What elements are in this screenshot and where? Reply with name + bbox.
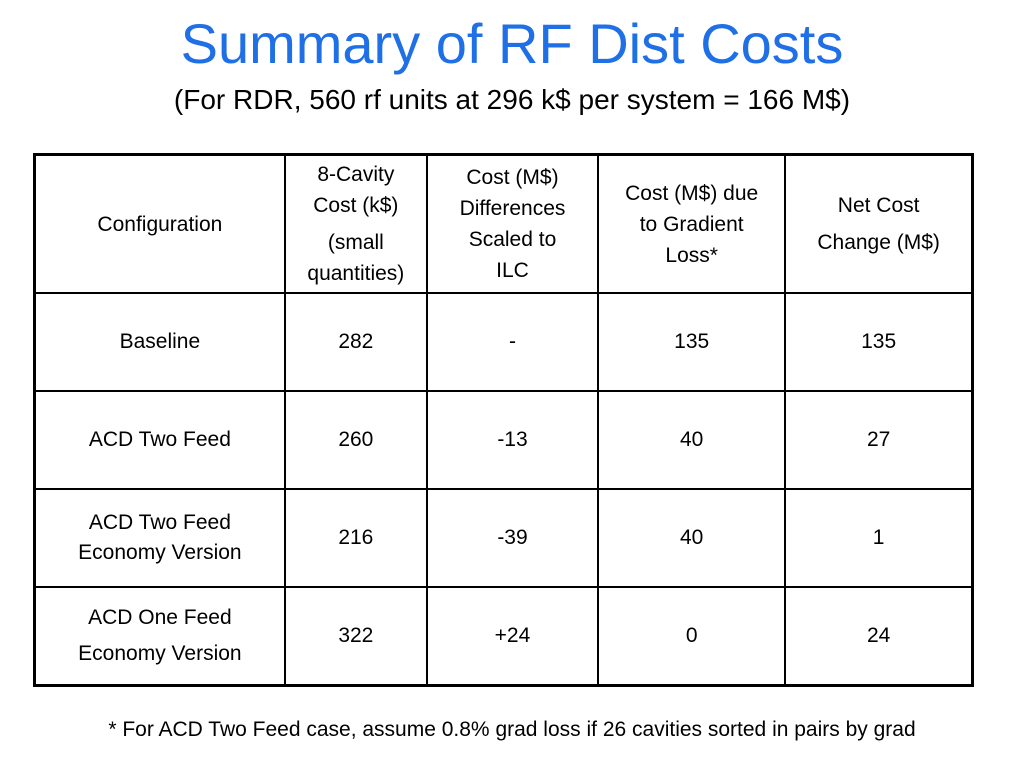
slide-subtitle: (For RDR, 560 rf units at 296 k$ per sys… (173, 84, 851, 115)
header-gradient-line3: Loss* (665, 243, 718, 267)
configuration-line1: Baseline (119, 330, 201, 353)
header-cavity-cost-line3: (small (327, 231, 384, 254)
table-row: ACD One Feed Economy Version 322 +24 0 2… (33, 586, 974, 687)
header-gradient-line2: to Gradient (639, 212, 744, 236)
cell-configuration: ACD Two Feed (33, 390, 286, 490)
cell-differences: -13 (425, 390, 600, 490)
cell-differences: - (425, 292, 600, 392)
table-row: ACD Two Feed Economy Version 216 -39 40 … (33, 488, 974, 588)
header-gradient-line1: Cost (M$) due (625, 181, 759, 205)
cell-net-change: 1 (784, 488, 974, 588)
header-differences-line1: Cost (M$) (466, 166, 559, 189)
configuration-line2: Economy Version (78, 642, 242, 665)
cell-gradient-loss: 40 (597, 488, 787, 588)
cell-differences: +24 (425, 586, 600, 687)
cell-net-change: 24 (784, 586, 974, 687)
table-row: Baseline 282 - 135 135 (33, 292, 974, 392)
table-header-row: Configuration 8-Cavity Cost (k$) (small … (33, 153, 974, 294)
cost-summary-table: Configuration 8-Cavity Cost (k$) (small … (33, 153, 974, 687)
header-cavity-cost-line4: quantities) (307, 262, 405, 285)
header-differences: Cost (M$) Differences Scaled to ILC (425, 153, 600, 294)
header-cavity-cost-line2: Cost (k$) (313, 194, 399, 217)
header-net-line1: Net Cost (837, 194, 920, 217)
cell-configuration: Baseline (33, 292, 286, 392)
header-gradient-loss: Cost (M$) due to Gradient Loss* (597, 153, 787, 294)
cell-cavity-cost: 322 (283, 586, 428, 687)
header-configuration: Configuration (33, 153, 286, 294)
cell-net-change: 135 (784, 292, 974, 392)
header-differences-line2: Differences (459, 197, 566, 220)
cell-configuration: ACD One Feed Economy Version (33, 586, 286, 687)
header-configuration-label: Configuration (97, 212, 223, 236)
header-cavity-cost-line1: 8-Cavity (317, 163, 395, 186)
cell-net-change: 27 (784, 390, 974, 490)
slide-title: Summary of RF Dist Costs (180, 12, 844, 75)
header-differences-line4: ILC (496, 259, 529, 282)
footnote: * For ACD Two Feed case, assume 0.8% gra… (108, 718, 916, 741)
header-cavity-cost: 8-Cavity Cost (k$) (small quantities) (283, 153, 428, 294)
cell-cavity-cost: 260 (283, 390, 428, 490)
cell-gradient-loss: 40 (597, 390, 787, 490)
header-net-line2: Change (M$) (817, 231, 940, 254)
cell-gradient-loss: 135 (597, 292, 787, 392)
configuration-line2: Economy Version (78, 541, 242, 564)
header-net-cost: Net Cost Change (M$) (784, 153, 974, 294)
configuration-line1: ACD Two Feed (88, 428, 231, 451)
cell-cavity-cost: 216 (283, 488, 428, 588)
header-differences-line3: Scaled to (468, 228, 557, 251)
cell-differences: -39 (425, 488, 600, 588)
cell-cavity-cost: 282 (283, 292, 428, 392)
cell-gradient-loss: 0 (597, 586, 787, 687)
configuration-line1: ACD One Feed (88, 606, 232, 629)
configuration-line1: ACD Two Feed (88, 511, 231, 534)
cell-configuration: ACD Two Feed Economy Version (33, 488, 286, 588)
table-row: ACD Two Feed 260 -13 40 27 (33, 390, 974, 490)
